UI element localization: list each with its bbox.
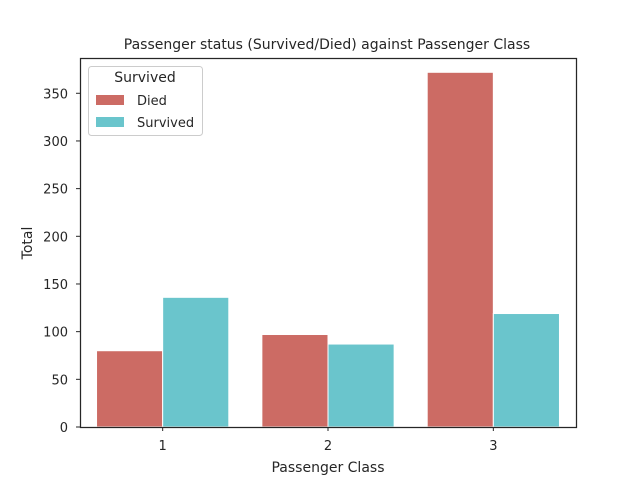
legend-items: Died Survived xyxy=(96,94,194,131)
chart-title: Passenger status (Survived/Died) against… xyxy=(124,37,530,53)
bar-died-class-1 xyxy=(96,350,164,428)
legend-swatch-survived xyxy=(96,117,124,127)
bars-group xyxy=(96,71,560,428)
y-tick-label: 150 xyxy=(43,278,68,293)
y-tick-label: 100 xyxy=(43,326,68,341)
bar-survived-class-2 xyxy=(327,343,395,428)
y-tick-label: 300 xyxy=(43,135,68,150)
bar-died-class-2 xyxy=(261,334,329,428)
legend-title: Survived xyxy=(114,70,175,86)
x-tick-label: 2 xyxy=(324,439,332,454)
y-ticks-group: 0 50 100 150 200 250 300 350 xyxy=(43,87,80,436)
y-tick-label: 0 xyxy=(60,421,68,436)
bar-survived-class-3 xyxy=(492,313,560,428)
bar-died-class-3 xyxy=(426,71,494,428)
plot-frame xyxy=(79,57,578,429)
y-axis-label: Total xyxy=(20,227,36,261)
bar-survived-class-1 xyxy=(162,296,230,428)
x-tick-label: 1 xyxy=(159,439,167,454)
y-tick-label: 350 xyxy=(43,87,68,102)
y-tick-label: 250 xyxy=(43,183,68,198)
legend: Survived Died Survived xyxy=(88,66,203,136)
x-axis-label: Passenger Class xyxy=(271,460,384,476)
y-tick-label: 50 xyxy=(51,373,68,388)
legend-label-died: Died xyxy=(137,94,167,109)
legend-swatch-died xyxy=(96,95,124,105)
y-tick-label: 200 xyxy=(43,230,68,245)
x-tick-label: 3 xyxy=(489,439,497,454)
legend-label-survived: Survived xyxy=(137,116,194,131)
